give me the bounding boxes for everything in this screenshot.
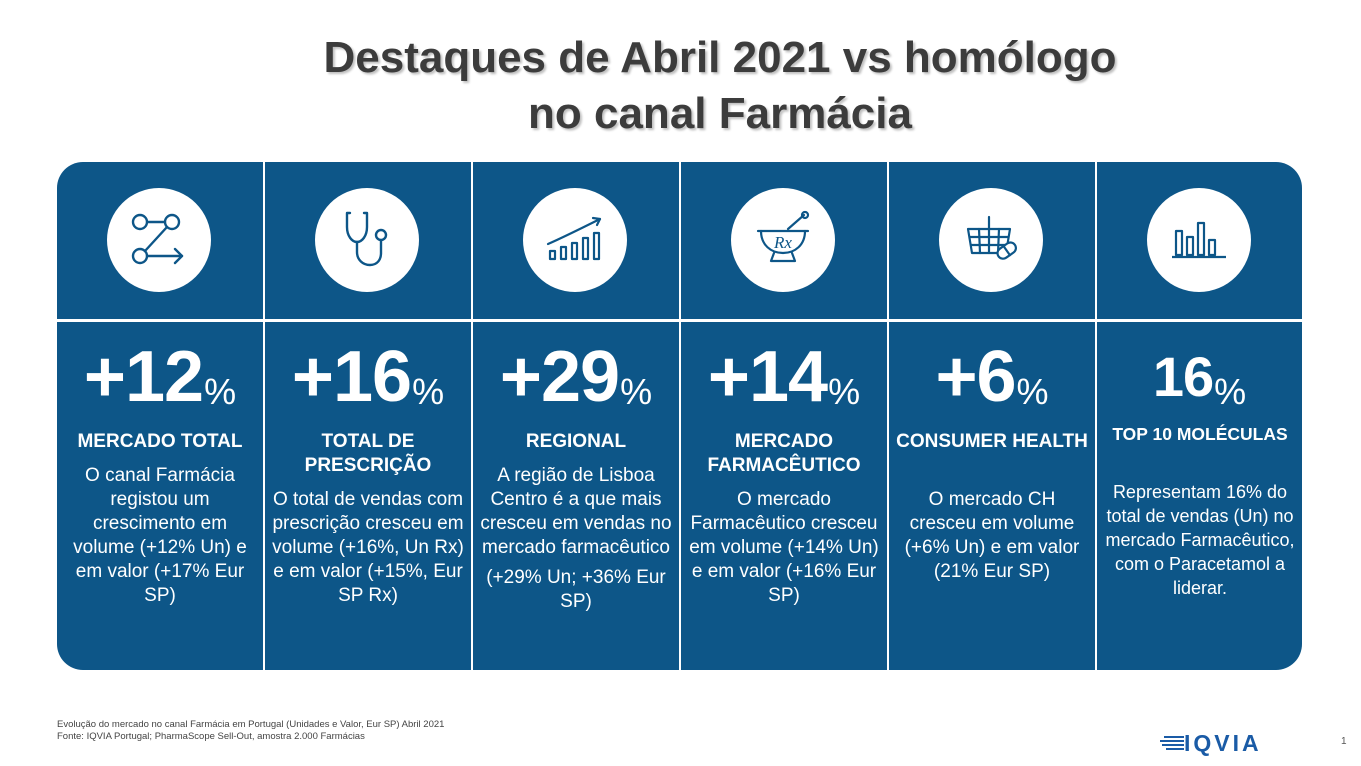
big-value-number: +14 [707,337,828,417]
desc-paragraph: (+29% Un; +36% Eur SP) [486,567,666,612]
card-description: O canal Farmácia registou um crescimento… [63,464,257,608]
card-description: A região de Lisboa Centro é a que mais c… [479,464,673,614]
card-icon-area: Rx [681,162,887,319]
icon-circle [315,188,419,292]
big-value-unit: % [1016,371,1049,412]
big-value: +14% [681,337,887,417]
big-value-unit: % [620,371,653,412]
mortar-rx-icon: Rx [756,210,810,263]
card-stat-area: 16% TOP 10 MOLÉCULAS Representam 16% do … [1097,322,1302,670]
big-value-number: 16 [1152,345,1214,408]
page-title: Destaques de Abril 2021 vs homólogo no c… [0,30,1361,142]
card-icon-area [473,162,679,319]
card-consumer-health: +6% CONSUMER HEALTH O mercado CH cresceu… [889,162,1095,670]
icon-circle [939,188,1043,292]
footnote: Evolução do mercado no canal Farmácia em… [57,719,444,743]
card-icon-area [1097,162,1302,319]
desc-paragraph: O canal Farmácia registou um crescimento… [73,465,247,606]
iqvia-logo: IQVIA [1160,731,1262,755]
big-value-number: +29 [499,337,620,417]
card-heading: MERCADO FARMACÊUTICO [707,431,861,476]
card-stat-area: +12% MERCADO TOTAL O canal Farmácia regi… [57,322,263,670]
card-description: O mercado CH cresceu em volume (+6% Un) … [895,488,1089,584]
growth-chart-icon [546,216,602,261]
highlights-panel: +12% MERCADO TOTAL O canal Farmácia regi… [57,162,1302,670]
card-icon-area [889,162,1095,319]
stethoscope-icon [345,211,388,267]
flow-arrow-icon [131,213,184,265]
page-number: 1 [1341,736,1347,747]
card-description: O mercado Farmacêutico cresceu em volume… [687,488,881,608]
card-stat-area: +16% TOTAL DE PRESCRIÇÃO O total de vend… [265,322,471,670]
big-value-unit: % [204,371,237,412]
basket-pill-icon [966,215,1017,260]
card-mercado-total: +12% MERCADO TOTAL O canal Farmácia regi… [57,162,263,670]
card-heading: CONSUMER HEALTH [896,431,1088,452]
card-description: O total de vendas com prescrição cresceu… [271,488,465,608]
big-value: +16% [265,337,471,417]
card-heading: MERCADO TOTAL [77,431,243,452]
big-value-number: +6 [935,337,1016,417]
card-icon-area [265,162,471,319]
card-total-prescricao: +16% TOTAL DE PRESCRIÇÃO O total de vend… [265,162,471,670]
logo-text: IQVIA [1184,730,1262,756]
desc-paragraph: O total de vendas com prescrição cresceu… [272,489,464,606]
footnote-line-2: Fonte: IQVIA Portugal; PharmaScope Sell-… [57,731,365,742]
card-heading: REGIONAL [525,431,627,452]
card-stat-area: +6% CONSUMER HEALTH O mercado CH cresceu… [889,322,1095,670]
big-value: +12% [57,337,263,417]
icon-circle: Rx [731,188,835,292]
desc-paragraph: O mercado Farmacêutico cresceu em volume… [689,489,879,606]
big-value: +29% [473,337,679,417]
big-value: +6% [889,337,1095,417]
bar-chart-icon [1172,221,1226,259]
title-line-2: no canal Farmácia [528,89,912,138]
logo-lines-icon [1160,736,1184,750]
card-regional: +29% REGIONAL A região de Lisboa Centro … [473,162,679,670]
card-stat-area: +29% REGIONAL A região de Lisboa Centro … [473,322,679,670]
title-line-1: Destaques de Abril 2021 vs homólogo [323,33,1117,82]
card-heading: TOP 10 MOLÉCULAS [1112,424,1288,444]
big-value-unit: % [1214,371,1247,412]
desc-paragraph: O mercado CH cresceu em volume (+6% Un) … [904,489,1080,582]
card-stat-area: +14% MERCADO FARMACÊUTICO O mercado Farm… [681,322,887,670]
icon-circle [523,188,627,292]
icon-circle [107,188,211,292]
svg-text:Rx: Rx [773,233,792,252]
card-description: Representam 16% do total de vendas (Un) … [1103,480,1297,600]
icon-circle [1147,188,1251,292]
big-value-unit: % [412,371,445,412]
footnote-line-1: Evolução do mercado no canal Farmácia em… [57,719,445,730]
card-top10-moleculas: 16% TOP 10 MOLÉCULAS Representam 16% do … [1097,162,1302,670]
card-mercado-farmaceutico: Rx +14% MERCADO FARMACÊUTICO O mercado F… [681,162,887,670]
desc-paragraph: Representam 16% do total de vendas (Un) … [1105,482,1295,598]
big-value: 16% [1097,342,1302,412]
big-value-number: +12 [83,337,204,417]
card-icon-area [57,162,263,319]
card-heading: TOTAL DE PRESCRIÇÃO [304,431,432,476]
big-value-number: +16 [291,337,412,417]
big-value-unit: % [828,371,861,412]
desc-paragraph: A região de Lisboa Centro é a que mais c… [480,465,672,558]
